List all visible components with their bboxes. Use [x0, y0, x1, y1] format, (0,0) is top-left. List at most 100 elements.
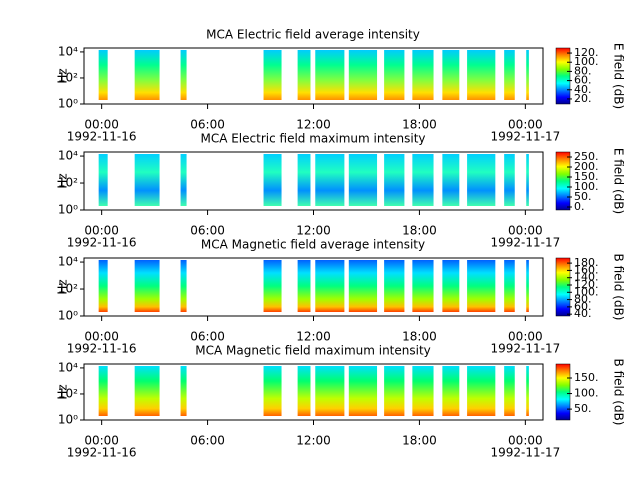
x-tick-label: 06:00 — [190, 224, 225, 238]
data-segment — [134, 154, 160, 206]
data-segment — [384, 154, 405, 206]
x-date-label: 1992-11-17 — [490, 342, 560, 356]
y-tick-label: 10⁴ — [58, 44, 78, 58]
x-tick-label: 06:00 — [190, 330, 225, 344]
data-segment — [134, 260, 160, 312]
data-segment — [134, 50, 160, 100]
colorbar-tick-label: 100. — [574, 387, 599, 400]
x-tick-label: 12:00 — [296, 434, 331, 448]
y-tick-label: 10² — [58, 70, 78, 84]
colorbar-tick-label: 60. — [574, 74, 592, 87]
data-segment — [180, 260, 187, 312]
x-tick-label: 18:00 — [402, 330, 437, 344]
x-tick-label: 18:00 — [402, 224, 437, 238]
colorbar-label: E field (dB) — [612, 148, 626, 214]
data-segment — [315, 366, 345, 416]
y-axis-label: Hz — [56, 173, 70, 188]
data-segment — [467, 366, 496, 416]
colorbar-tick-label: 250. — [574, 150, 599, 163]
colorbar-tick-label: 120. — [574, 46, 599, 59]
y-tick-label: 10² — [58, 282, 78, 296]
y-tick-label: 10² — [58, 176, 78, 190]
colorbar-tick-label: 20. — [574, 92, 592, 105]
x-tick-label: 00:00 — [84, 224, 119, 238]
colorbar-tick-label: 50. — [574, 190, 592, 203]
data-segment — [412, 260, 434, 312]
data-segment — [297, 154, 311, 206]
data-segment — [442, 260, 460, 312]
data-segment — [263, 260, 282, 312]
data-segment — [504, 154, 515, 206]
panel-title: MCA Magnetic field maximum intensity — [195, 344, 431, 358]
x-date-label: 1992-11-16 — [67, 130, 137, 144]
x-date-label: 1992-11-16 — [67, 342, 137, 356]
data-segment — [98, 154, 108, 206]
data-segment — [504, 50, 515, 100]
colorbar-tick-label: 40. — [574, 83, 592, 96]
data-segment — [263, 154, 282, 206]
x-tick-label: 18:00 — [402, 118, 437, 132]
data-segment — [348, 154, 378, 206]
data-segment — [384, 50, 405, 100]
x-date-label: 1992-11-17 — [490, 130, 560, 144]
data-segment — [180, 366, 187, 416]
colorbar-tick-label: 140. — [574, 271, 599, 284]
colorbar-tick-label: 180. — [574, 256, 599, 269]
y-axis-label: Hz — [56, 279, 70, 294]
x-date-label: 1992-11-16 — [67, 446, 137, 460]
panel-title: MCA Electric field average intensity — [206, 28, 420, 42]
data-segment — [442, 366, 460, 416]
x-tick-label: 00:00 — [508, 118, 543, 132]
colorbar — [555, 257, 571, 317]
data-segment — [180, 50, 187, 100]
x-tick-label: 00:00 — [84, 330, 119, 344]
data-segment — [504, 260, 515, 312]
data-segment — [263, 366, 282, 416]
colorbar-tick-label: 150. — [574, 371, 599, 384]
colorbar — [555, 47, 571, 105]
colorbar-tick-label: 80. — [574, 293, 592, 306]
colorbar-tick-label: 80. — [574, 64, 592, 77]
data-segment — [263, 50, 282, 100]
data-segment — [526, 366, 529, 416]
data-segment — [504, 366, 515, 416]
panel-title: MCA Electric field maximum intensity — [200, 132, 425, 146]
colorbar-tick-label: 200. — [574, 160, 599, 173]
data-segment — [442, 154, 460, 206]
y-tick-label: 10⁰ — [58, 203, 78, 217]
y-axis-label: Hz — [56, 384, 70, 399]
data-segment — [297, 50, 311, 100]
x-tick-label: 00:00 — [84, 118, 119, 132]
colorbar-label: E field (dB) — [612, 43, 626, 109]
colorbar-tick-label: 120. — [574, 278, 599, 291]
colorbar-tick-label: 150. — [574, 170, 599, 183]
data-segment — [315, 260, 345, 312]
x-tick-label: 18:00 — [402, 434, 437, 448]
y-axis-label: Hz — [56, 68, 70, 83]
colorbar — [555, 363, 571, 421]
colorbar-label: B field (dB) — [612, 359, 626, 426]
y-tick-label: 10⁰ — [58, 309, 78, 323]
x-date-label: 1992-11-17 — [490, 236, 560, 250]
panel-title: MCA Magnetic field average intensity — [201, 238, 425, 252]
data-segment — [297, 260, 311, 312]
colorbar-tick-label: 40. — [574, 307, 592, 320]
x-tick-label: 12:00 — [296, 224, 331, 238]
data-segment — [180, 154, 187, 206]
data-segment — [526, 154, 529, 206]
colorbar-tick-label: 60. — [574, 300, 592, 313]
data-segment — [348, 260, 378, 312]
x-tick-label: 00:00 — [508, 224, 543, 238]
data-segment — [315, 154, 345, 206]
x-date-label: 1992-11-16 — [67, 236, 137, 250]
data-segment — [348, 366, 378, 416]
x-tick-label: 12:00 — [296, 118, 331, 132]
x-date-label: 1992-11-17 — [490, 446, 560, 460]
data-segment — [315, 50, 345, 100]
data-segment — [98, 50, 108, 100]
y-tick-label: 10⁰ — [58, 413, 78, 427]
x-tick-label: 12:00 — [296, 330, 331, 344]
colorbar-tick-label: 100. — [574, 180, 599, 193]
colorbar-tick-label: 100. — [574, 285, 599, 298]
